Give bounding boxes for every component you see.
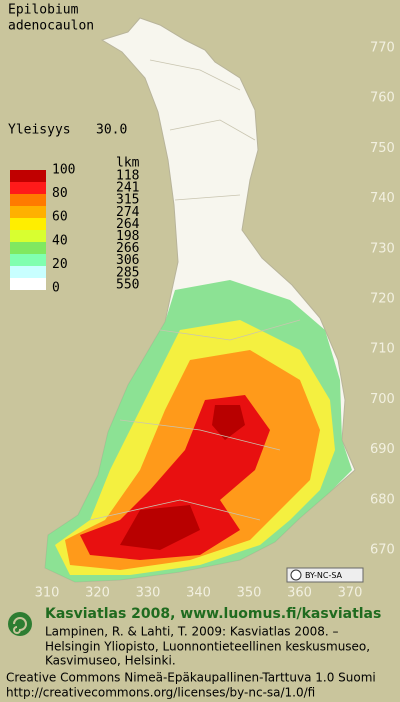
legend-scale-label: 0 [52,281,60,296]
east-coordinate: 320 [85,586,110,601]
legend-scale-label: 80 [52,186,68,201]
legend-colors [10,170,46,290]
east-coordinate: 370 [338,586,363,601]
logo [8,612,32,636]
north-coordinate: 670 [370,543,395,558]
legend-scale-label: 100 [52,163,75,178]
north-coordinate: 760 [370,91,395,106]
occurrence-darkred [120,405,245,550]
legend-count: 198 [116,229,139,244]
legend-count: 550 [116,277,139,292]
east-coordinate: 360 [287,586,312,601]
north-coordinate: 770 [370,41,395,56]
legend-swatch [10,254,46,266]
east-coordinate: 330 [136,586,161,601]
legend-swatch [10,170,46,182]
legend-count: 266 [116,241,139,256]
legend-count: 285 [116,265,139,280]
legend-count: 241 [116,181,139,196]
legend-swatch [10,230,46,242]
legend-swatch [10,206,46,218]
legend-scale-label: 40 [52,233,68,248]
license-badge: BY-NC-SA [286,567,364,583]
legend-count: 118 [116,169,139,184]
legend-swatch [10,182,46,194]
legend-swatch [10,242,46,254]
citation: Lampinen, R. & Lahti, T. 2009: Kasviatla… [45,625,339,639]
north-coordinate: 740 [370,191,395,206]
badge-icon [290,569,302,581]
legend-swatch [10,266,46,278]
citation: Helsingin Yliopisto, Luonnontieteellinen… [45,640,370,654]
north-coordinate: 710 [370,342,395,357]
map [44,17,356,583]
footer-heading: Kasviatlas 2008, www.luomus.fi/kasviatla… [45,606,381,622]
frequency-label: Yleisyys [8,123,71,138]
legend-scale-label: 20 [52,257,68,272]
north-coordinate: 720 [370,292,395,307]
legend-swatch [10,194,46,206]
logo-spiral [13,617,27,634]
east-coordinate: 340 [186,586,211,601]
frequency-value: 30.0 [96,123,127,138]
east-coordinate: 310 [35,586,60,601]
legend-count: 306 [116,253,139,268]
license-text: Creative Commons Nimeä-Epäkaupallinen-Ta… [6,671,376,685]
legend-scale-label: 60 [52,210,68,225]
legend-count: 264 [116,217,140,232]
north-coordinate: 730 [370,241,395,256]
title: Epilobium [8,3,79,18]
badge-text: BY-NC-SA [305,571,343,580]
license-url: http://creativecommons.org/licenses/by-n… [6,686,315,700]
north-coordinate: 700 [370,392,395,407]
title: adenocaulon [8,19,94,34]
north-coordinate: 690 [370,442,395,457]
region-borders [89,59,301,521]
generated: 100 80 60 40 20 0 1182413152742641982663062855… [35,41,395,601]
count-header: lkm [116,156,140,171]
legend-count: 315 [116,193,139,208]
east-coordinate: 350 [237,586,262,601]
citation: Kasvimuseo, Helsinki. [45,654,176,668]
north-coordinate: 750 [370,141,395,156]
north-coordinate: 680 [370,492,395,507]
badge-box [286,567,364,583]
legend-swatch [10,278,46,290]
legend-swatch [10,218,46,230]
legend-count: 274 [116,205,140,220]
